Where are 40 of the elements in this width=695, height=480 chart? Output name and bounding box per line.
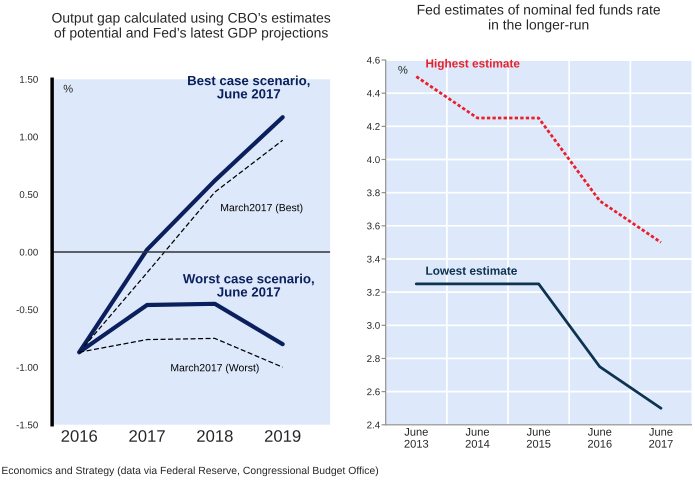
series-label: Highest estimate [426, 58, 520, 70]
y-tick-label: 0.00 [20, 248, 38, 256]
y-tick-label: -1.50 [16, 422, 38, 428]
y-tick-label: 3.2 [367, 288, 380, 296]
line-series [414, 75, 662, 244]
y-tick-label: 3.8 [367, 189, 380, 196]
y-tick-label: 1.50 [20, 76, 38, 83]
y-tick-label: 2.6 [367, 388, 380, 396]
y-axis-title: % [398, 66, 408, 74]
y-tick-label: 2.4 [367, 422, 380, 428]
y-tick-label: 3.4 [367, 256, 380, 263]
x-tick-label: June 2013 [404, 428, 428, 448]
chart-title: Output gap calculated using CBO’s estimates of potential and Fed’s latest GDP projections [52, 12, 330, 40]
x-tick-label: 2017 [129, 430, 165, 442]
y-tick-label: -1.00 [16, 364, 38, 371]
y-tick-label: 4.2 [366, 123, 380, 130]
series-label: March2017 (Best) [221, 204, 302, 214]
text: Economics and Strategy (data via Federal Reserve, Congressional Budget Office) [2, 466, 378, 476]
y-tick-label: -0.50 [16, 306, 38, 314]
x-tick-label: 2016 [62, 430, 98, 442]
x-tick-label: June 2014 [466, 428, 490, 448]
y-tick-label: 4.0 [366, 156, 380, 164]
x-tick-label: 2019 [264, 430, 300, 442]
y-tick-label: 1.00 [20, 134, 38, 140]
y-tick-label: 0.50 [20, 191, 38, 198]
y-tick-label: 4.6 [366, 56, 380, 64]
series-label: Lowest estimate [426, 266, 517, 275]
y-tick-label: 4.4 [366, 90, 380, 97]
y-tick-label: 3.6 [367, 222, 380, 230]
series-label: Worst case scenario, June 2017 [182, 274, 314, 297]
y-tick-label: 2.8 [367, 355, 380, 362]
series-label: March2017 (Worst) [171, 364, 259, 374]
y-axis-title: % [64, 84, 73, 92]
x-tick-label: June 2017 [649, 428, 673, 448]
text: Best case scenario, June 2017 [188, 76, 310, 98]
x-tick-label: June 2015 [526, 428, 551, 448]
chart-title: Fed estimates of nominal fed funds rate in the longer-run [418, 4, 660, 32]
y-tick-label: 3.0 [367, 322, 380, 329]
x-tick-label: 2018 [197, 430, 233, 442]
x-tick-label: June 2016 [588, 428, 612, 448]
